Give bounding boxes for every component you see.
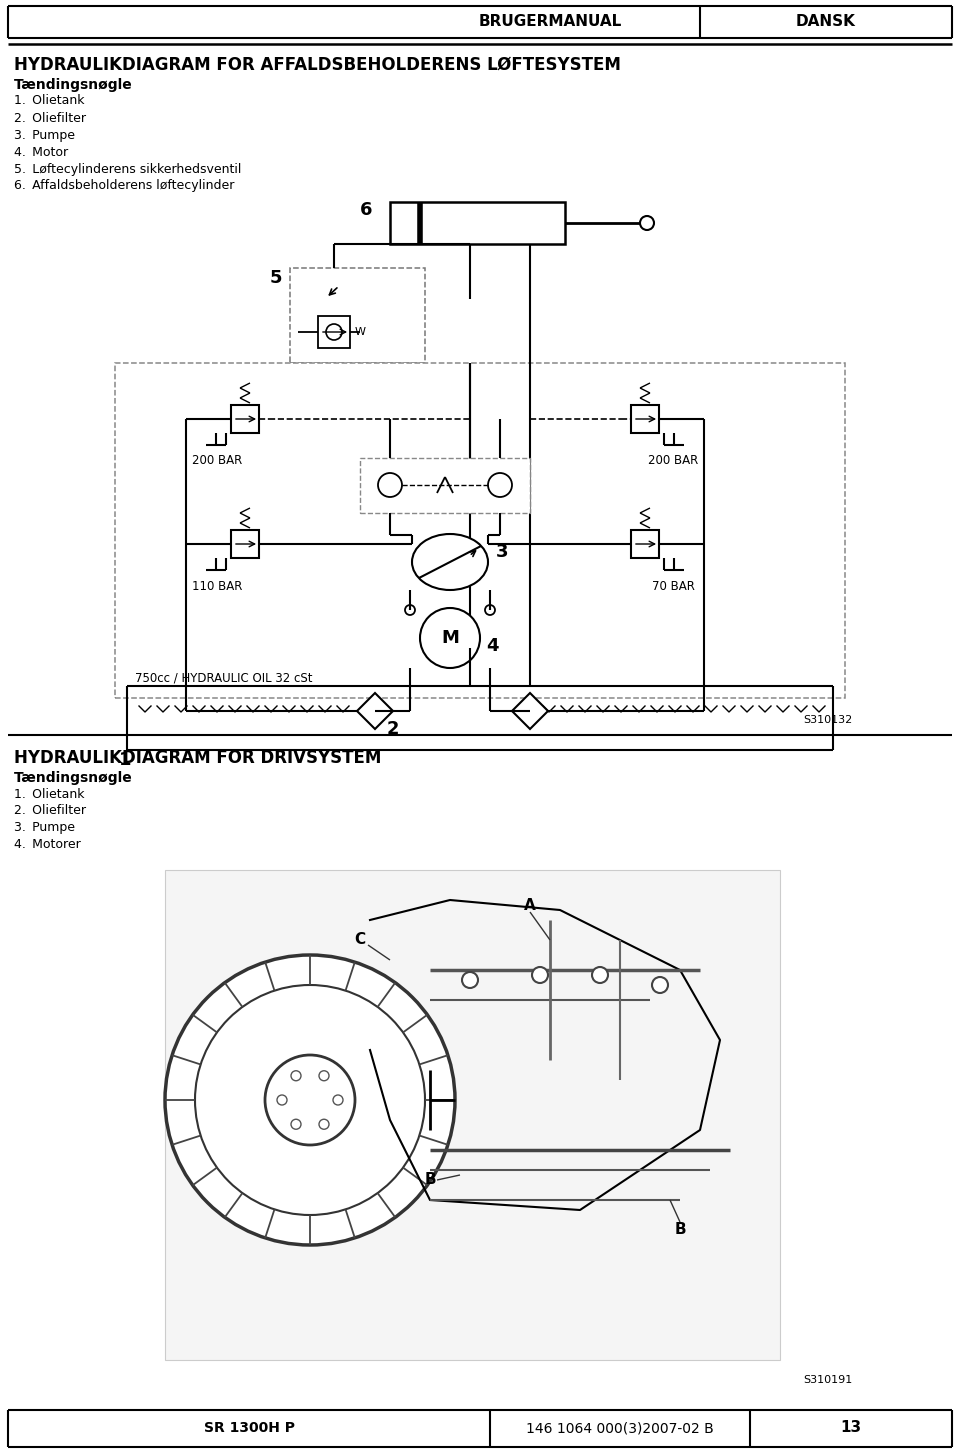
- Text: S310191: S310191: [803, 1375, 852, 1386]
- Text: A: A: [524, 897, 536, 913]
- Bar: [631, 531, 659, 558]
- Text: 1. Olietank: 1. Olietank: [14, 788, 84, 801]
- Circle shape: [195, 984, 425, 1216]
- Circle shape: [165, 955, 455, 1245]
- Text: 6. Affaldsbeholderens løftecylinder: 6. Affaldsbeholderens løftecylinder: [14, 179, 234, 192]
- Text: 6: 6: [359, 201, 372, 220]
- Text: 70 BAR: 70 BAR: [652, 580, 694, 592]
- Circle shape: [378, 473, 402, 497]
- Bar: [290, 268, 425, 364]
- Text: HYDRAULIKDIAGRAM FOR AFFALDSBEHOLDERENS LØFTESYSTEM: HYDRAULIKDIAGRAM FOR AFFALDSBEHOLDERENS …: [14, 57, 621, 74]
- Circle shape: [462, 973, 478, 989]
- Ellipse shape: [412, 534, 488, 590]
- Text: HYDRAULIKDIAGRAM FOR DRIVSYSTEM: HYDRAULIKDIAGRAM FOR DRIVSYSTEM: [14, 749, 381, 768]
- Text: 13: 13: [840, 1421, 861, 1435]
- Bar: [231, 531, 259, 558]
- Text: 200 BAR: 200 BAR: [648, 455, 698, 468]
- Circle shape: [326, 324, 342, 340]
- Text: 2. Oliefilter: 2. Oliefilter: [14, 112, 86, 125]
- Circle shape: [265, 1056, 355, 1144]
- Circle shape: [592, 967, 608, 983]
- Circle shape: [532, 967, 548, 983]
- Bar: [390, 202, 565, 244]
- Polygon shape: [357, 694, 393, 728]
- Text: 4: 4: [486, 637, 498, 654]
- Circle shape: [319, 1120, 329, 1130]
- Polygon shape: [512, 694, 548, 728]
- Text: M: M: [441, 630, 459, 647]
- Circle shape: [640, 217, 654, 230]
- Text: 5. Løftecylinderens sikkerhedsventil: 5. Løftecylinderens sikkerhedsventil: [14, 163, 241, 176]
- Text: 4. Motor: 4. Motor: [14, 145, 68, 158]
- Text: BRUGERMANUAL: BRUGERMANUAL: [478, 15, 622, 29]
- Text: 3: 3: [496, 542, 509, 561]
- Text: 750cc / HYDRAULIC OIL 32 cSt: 750cc / HYDRAULIC OIL 32 cSt: [135, 672, 313, 685]
- Circle shape: [333, 1095, 343, 1105]
- Text: 110 BAR: 110 BAR: [192, 580, 242, 592]
- Text: 200 BAR: 200 BAR: [192, 455, 242, 468]
- Bar: [115, 364, 845, 698]
- Text: B: B: [424, 1172, 436, 1188]
- Bar: [360, 458, 530, 513]
- Circle shape: [405, 605, 415, 615]
- Text: C: C: [354, 932, 366, 948]
- Text: 1: 1: [119, 752, 132, 769]
- Circle shape: [652, 977, 668, 993]
- Bar: [165, 869, 780, 1359]
- Circle shape: [319, 1070, 329, 1080]
- Text: DANSK: DANSK: [796, 15, 856, 29]
- Bar: [231, 406, 259, 433]
- Text: S310132: S310132: [803, 715, 852, 726]
- Circle shape: [485, 605, 495, 615]
- Bar: [318, 316, 350, 348]
- Circle shape: [420, 608, 480, 667]
- Text: 2: 2: [387, 720, 399, 739]
- Circle shape: [291, 1120, 301, 1130]
- Text: 5: 5: [270, 269, 282, 286]
- Text: W: W: [355, 327, 366, 337]
- Text: 3. Pumpe: 3. Pumpe: [14, 822, 75, 835]
- Bar: [631, 406, 659, 433]
- Text: B: B: [674, 1223, 685, 1237]
- Text: 2. Oliefilter: 2. Oliefilter: [14, 804, 86, 817]
- Text: Tændingsnøgle: Tændingsnøgle: [14, 79, 132, 92]
- Text: 1. Olietank: 1. Olietank: [14, 95, 84, 108]
- Text: 146 1064 000(3)2007-02 B: 146 1064 000(3)2007-02 B: [526, 1421, 714, 1435]
- Text: Tændingsnøgle: Tændingsnøgle: [14, 771, 132, 785]
- Circle shape: [291, 1070, 301, 1080]
- Text: SR 1300H P: SR 1300H P: [204, 1421, 295, 1435]
- Text: 3. Pumpe: 3. Pumpe: [14, 128, 75, 141]
- Circle shape: [488, 473, 512, 497]
- Text: 4. Motorer: 4. Motorer: [14, 839, 81, 852]
- Circle shape: [277, 1095, 287, 1105]
